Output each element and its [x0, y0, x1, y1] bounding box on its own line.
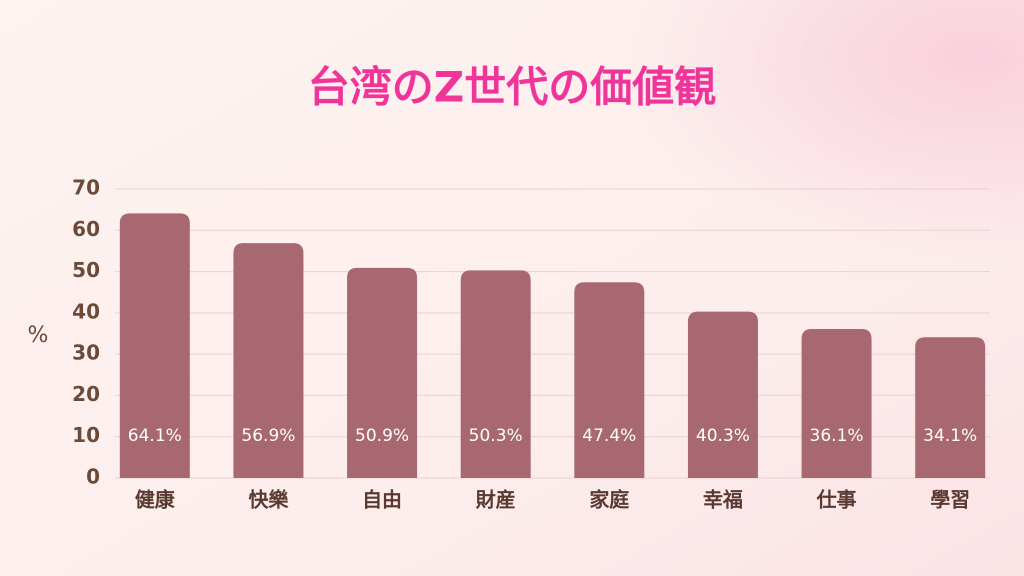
x-tick-label: 家庭	[589, 488, 629, 512]
x-tick-label: 學習	[930, 488, 970, 512]
x-tick-label: 幸福	[703, 488, 743, 512]
y-tick-label: 60	[72, 217, 100, 241]
value-label: 47.4%	[582, 426, 636, 446]
y-tick-label: 20	[72, 382, 100, 406]
value-label: 50.9%	[355, 426, 409, 446]
chart-title: 台湾のZ世代の価値観	[308, 63, 716, 112]
bar	[460, 270, 531, 478]
x-tick-label: 財産	[476, 488, 516, 512]
y-tick-label: 10	[72, 423, 100, 447]
value-label: 40.3%	[696, 426, 750, 446]
value-label: 34.1%	[923, 426, 977, 446]
y-tick-label: 50	[72, 258, 100, 282]
x-tick-label: 仕事	[816, 488, 857, 512]
x-tick-label: 自由	[362, 488, 402, 512]
bar	[347, 267, 418, 478]
bar	[915, 337, 986, 478]
bar	[119, 213, 190, 478]
bar	[574, 282, 645, 478]
x-tick-label: 健康	[135, 488, 176, 512]
bar	[801, 328, 872, 478]
value-label: 50.3%	[469, 426, 523, 446]
bar	[233, 243, 304, 478]
y-tick-label: 70	[72, 176, 100, 200]
value-label: 56.9%	[241, 426, 295, 446]
y-tick-label: 40	[72, 299, 100, 323]
y-tick-label: 30	[72, 341, 100, 365]
bar	[687, 311, 758, 478]
y-axis-label: %	[28, 323, 49, 348]
y-tick-label: 0	[86, 465, 100, 489]
value-label: 36.1%	[810, 426, 864, 446]
value-label: 64.1%	[128, 426, 182, 446]
x-tick-label: 快樂	[248, 488, 289, 512]
